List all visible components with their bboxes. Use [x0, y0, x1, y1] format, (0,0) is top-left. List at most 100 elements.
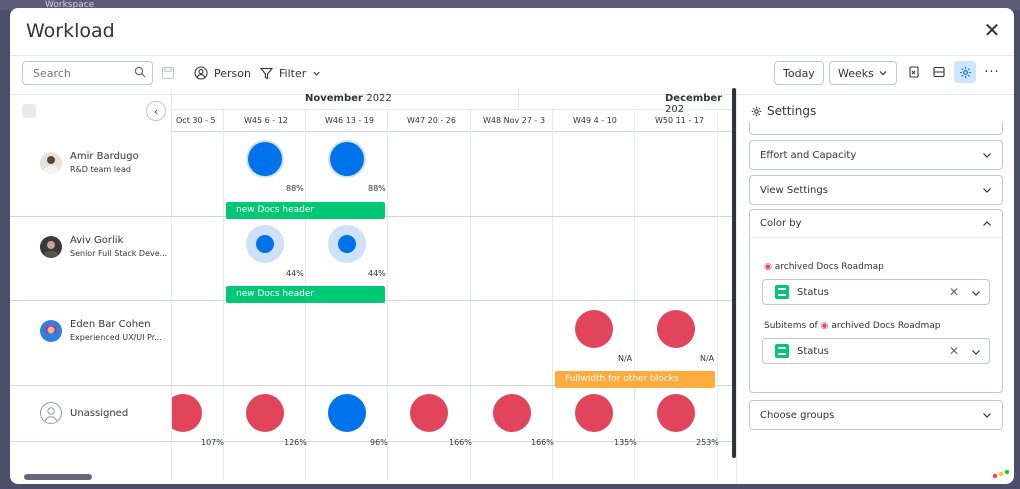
- today-button[interactable]: Today: [774, 61, 824, 85]
- month-divider: [518, 88, 519, 110]
- search-input[interactable]: [23, 62, 123, 85]
- workload-circle[interactable]: [328, 140, 366, 178]
- workload-circle[interactable]: [493, 394, 531, 432]
- search-box[interactable]: [22, 61, 153, 85]
- workload-circle[interactable]: [575, 310, 613, 348]
- avatar: [40, 236, 62, 258]
- person-role: R&D team lead: [70, 165, 131, 174]
- week-gridline: [223, 110, 224, 480]
- modal-title: Workload: [26, 20, 115, 42]
- workload-circle[interactable]: [410, 394, 448, 432]
- workload-percent: N/A: [618, 354, 633, 363]
- export-button[interactable]: [903, 61, 925, 83]
- workload-circle[interactable]: [328, 225, 366, 263]
- person-filter-button[interactable]: Person: [194, 61, 251, 85]
- workload-circle[interactable]: [657, 310, 695, 348]
- collapsed-section-edge: [749, 122, 1003, 135]
- scroll-back-button[interactable]: ‹: [146, 101, 166, 121]
- view-scale-select[interactable]: Weeks: [829, 61, 897, 85]
- workload-circle[interactable]: [246, 394, 284, 432]
- person-row-unassigned[interactable]: Unassigned: [10, 386, 172, 442]
- week-label: W46 13 - 19: [325, 116, 374, 125]
- row-divider: [172, 300, 732, 301]
- workload-circle[interactable]: [246, 225, 284, 263]
- settings-title-text: Settings: [767, 104, 817, 118]
- person-filter-label: Person: [214, 66, 251, 80]
- vertical-scrollbar[interactable]: [732, 88, 736, 458]
- person-name: Amir Bardugo: [70, 151, 139, 162]
- person-role: Senior Full Stack Deve...: [70, 249, 168, 258]
- chevron-down-icon[interactable]: [971, 347, 981, 357]
- search-icon: [134, 66, 146, 78]
- person-role: Experienced UX/UI Pr...: [70, 333, 162, 342]
- workload-percent: 88%: [368, 184, 386, 193]
- gear-icon: [751, 106, 762, 116]
- week-label: W45 6 - 12: [244, 116, 288, 125]
- color-by-section: Color by ◉ archived Docs Roadmap Status …: [749, 209, 1003, 393]
- subitems-label: Subitems of ◉ archived Docs Roadmap: [764, 321, 941, 331]
- person-name: Unassigned: [70, 408, 129, 419]
- person-name: Eden Bar Cohen: [70, 319, 151, 330]
- layout-button[interactable]: [928, 61, 950, 83]
- collapse-all-icon[interactable]: [22, 104, 36, 118]
- workload-percent: 107%: [201, 438, 224, 447]
- toolbar: Person Filter Today Weeks ···: [10, 55, 1014, 95]
- workload-circle[interactable]: [246, 140, 284, 178]
- week-gridline: [552, 110, 553, 480]
- choose-groups-section[interactable]: Choose groups: [749, 400, 1003, 430]
- monday-logo-icon: [992, 469, 1010, 479]
- chevron-down-icon: [983, 188, 991, 193]
- month-label-november: November 2022: [305, 93, 392, 104]
- board-color-select[interactable]: Status ✕: [762, 279, 990, 305]
- person-row[interactable]: Amir Bardugo R&D team lead: [10, 132, 172, 217]
- board-label: ◉ archived Docs Roadmap: [764, 262, 884, 272]
- save-view-icon[interactable]: [161, 66, 175, 80]
- layout-icon: [933, 66, 945, 78]
- workload-modal: Workload ✕ Person Filter Today Weeks: [10, 8, 1014, 484]
- person-row[interactable]: Aviv Gorlik Senior Full Stack Deve...: [10, 217, 172, 301]
- close-icon[interactable]: ✕: [983, 18, 1001, 42]
- workload-circle[interactable]: [657, 394, 695, 432]
- color-by-header[interactable]: Color by: [750, 210, 1002, 238]
- filter-icon: [260, 67, 273, 79]
- unassigned-avatar-icon: [40, 402, 62, 424]
- week-label: W50 11 - 17: [655, 116, 704, 125]
- task-bar[interactable]: Fullwidth for other blocks: [555, 371, 715, 388]
- avatar: [40, 320, 62, 342]
- week-label: W48 Nov 27 - 3: [483, 116, 546, 125]
- clear-icon[interactable]: ✕: [948, 285, 959, 299]
- chevron-down-icon[interactable]: [971, 288, 981, 298]
- effort-capacity-section[interactable]: Effort and Capacity: [749, 140, 1003, 170]
- workload-circle[interactable]: [575, 394, 613, 432]
- person-row[interactable]: Eden Bar Cohen Experienced UX/UI Pr...: [10, 301, 172, 386]
- clear-icon[interactable]: ✕: [948, 344, 959, 358]
- settings-panel: Settings Effort and Capacity View Settin…: [736, 88, 1014, 484]
- excel-icon: [909, 66, 919, 78]
- chevron-up-icon: [983, 220, 991, 226]
- month-header: November 2022 December 202: [172, 88, 732, 115]
- settings-button[interactable]: [954, 61, 976, 83]
- more-options-button[interactable]: ···: [981, 61, 1003, 83]
- chevron-down-icon: [983, 413, 991, 418]
- chevron-down-icon: [879, 71, 887, 76]
- week-gridline: [717, 110, 718, 480]
- horizontal-scrollbar[interactable]: [24, 474, 92, 480]
- section-label: View Settings: [760, 184, 828, 196]
- section-label: Effort and Capacity: [760, 149, 857, 161]
- week-gridline: [470, 110, 471, 480]
- task-bar[interactable]: new Docs header: [226, 202, 385, 219]
- workload-circle[interactable]: [328, 394, 366, 432]
- background-app-strip: Workspace: [0, 0, 1020, 10]
- workload-percent: 126%: [284, 438, 307, 447]
- subitems-color-select[interactable]: Status ✕: [762, 338, 990, 364]
- section-label: Color by: [760, 218, 802, 229]
- filter-button[interactable]: Filter: [260, 61, 321, 85]
- workload-percent: 44%: [368, 269, 386, 278]
- task-bar[interactable]: new Docs header: [226, 286, 385, 303]
- workload-timeline: November 2022 December 202 Oct 30 - 5 W4…: [172, 88, 732, 480]
- workload-percent: 44%: [286, 269, 304, 278]
- view-settings-section[interactable]: View Settings: [749, 175, 1003, 205]
- view-scale-label: Weeks: [838, 66, 874, 80]
- workload-circle[interactable]: [172, 394, 202, 432]
- select-value: Status: [797, 286, 829, 298]
